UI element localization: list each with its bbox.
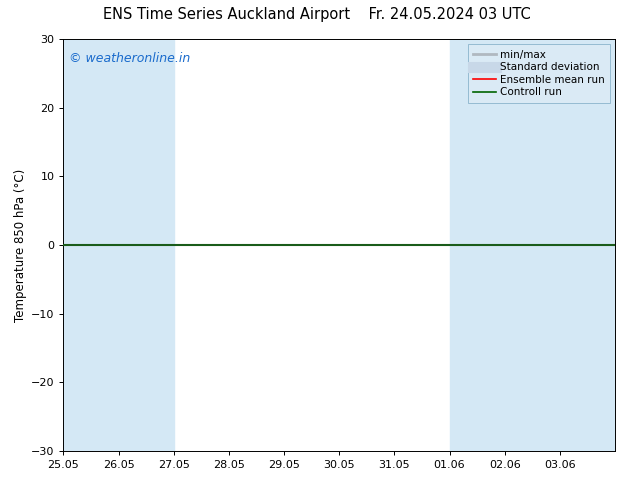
Bar (119, 39, 174, 451)
Bar (63, 39, 119, 451)
Bar (450, 39, 505, 451)
Bar (560, 39, 615, 451)
Text: © weatheronline.in: © weatheronline.in (69, 51, 190, 65)
Legend: min/max, Standard deviation, Ensemble mean run, Controll run: min/max, Standard deviation, Ensemble me… (467, 45, 610, 102)
Bar (505, 39, 560, 451)
Text: ENS Time Series Auckland Airport    Fr. 24.05.2024 03 UTC: ENS Time Series Auckland Airport Fr. 24.… (103, 7, 531, 23)
Y-axis label: Temperature 850 hPa (°C): Temperature 850 hPa (°C) (14, 169, 27, 321)
